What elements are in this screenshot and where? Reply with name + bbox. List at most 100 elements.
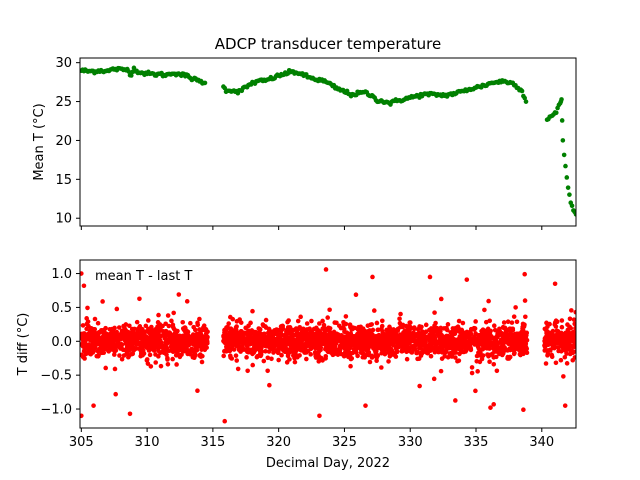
bottom-data-point <box>198 354 204 359</box>
bottom-data-point <box>432 310 437 315</box>
bottom-data-point <box>333 340 339 346</box>
bottom-data-point <box>365 329 370 334</box>
bottom-data-point <box>114 306 120 312</box>
bottom-data-point <box>487 359 492 365</box>
bottom-data-point <box>427 274 433 280</box>
bottom-data-point <box>265 355 271 361</box>
bottom-data-point <box>234 358 240 363</box>
bottom-data-point <box>390 332 396 338</box>
bottom-data-point <box>473 388 478 394</box>
bottom-data-point <box>312 333 317 338</box>
bottom-data-point <box>497 332 502 338</box>
bottom-data-point <box>234 319 240 324</box>
bottom-data-point <box>309 318 314 324</box>
bottom-data-point <box>432 323 437 329</box>
bottom-data-point <box>188 320 193 326</box>
bottom-data-point <box>379 365 384 370</box>
bottom-data-point <box>552 281 558 287</box>
bottom-data-point <box>143 329 148 334</box>
bottom-data-point <box>398 336 404 342</box>
bottom-data-point <box>343 349 349 354</box>
bottom-data-point <box>442 353 448 359</box>
top-y-tick-label: 20 <box>55 134 72 149</box>
bottom-data-point <box>343 321 349 327</box>
bottom-data-point <box>317 321 322 326</box>
bottom-data-point <box>492 347 498 352</box>
bottom-data-point <box>562 354 568 360</box>
bottom-data-point <box>263 317 269 323</box>
bottom-data-point <box>569 308 574 313</box>
bottom-data-point <box>542 326 548 332</box>
bottom-data-point <box>572 335 576 341</box>
bottom-data-point <box>248 341 253 346</box>
bottom-data-point <box>104 335 109 341</box>
bottom-data-point <box>94 353 100 359</box>
bottom-data-point <box>374 355 380 360</box>
bottom-data-point <box>302 350 307 355</box>
bottom-data-point <box>362 341 367 346</box>
bottom-data-point <box>402 334 408 340</box>
bottom-data-point <box>500 324 506 330</box>
bottom-data-point <box>407 324 412 329</box>
bottom-data-point <box>453 398 458 403</box>
bottom-data-point <box>407 349 413 354</box>
bottom-data-point <box>200 340 205 345</box>
bottom-data-point <box>130 351 135 356</box>
bottom-data-point <box>170 322 176 328</box>
bottom-data-point <box>439 350 445 355</box>
bottom-data-point <box>287 349 293 355</box>
bottom-data-point <box>419 324 424 330</box>
bottom-data-point <box>262 341 268 346</box>
bottom-data-point <box>401 347 407 353</box>
bottom-data-point <box>142 333 148 339</box>
bottom-data-point <box>117 353 122 358</box>
bottom-data-point <box>271 340 277 345</box>
bottom-data-point <box>500 341 505 347</box>
bottom-data-point <box>366 350 372 355</box>
bottom-data-point <box>438 296 444 302</box>
bottom-data-point <box>548 348 553 353</box>
bottom-data-point <box>443 348 449 354</box>
bottom-y-tick-label: −0.5 <box>40 369 72 384</box>
bottom-data-point <box>365 346 371 351</box>
bottom-data-point <box>559 349 564 354</box>
bottom-data-point <box>278 331 284 337</box>
bottom-data-point <box>245 368 250 374</box>
bottom-data-point <box>226 346 231 352</box>
bottom-data-point <box>156 348 161 354</box>
bottom-data-point <box>350 338 356 343</box>
bottom-data-point <box>108 333 114 338</box>
bottom-data-point <box>505 354 511 360</box>
bottom-data-point <box>258 347 263 353</box>
bottom-y-ticks: −1.0 −0.5 0.0 0.5 1.0 <box>40 267 80 418</box>
bottom-data-point <box>375 327 381 333</box>
bottom-data-point <box>334 320 339 326</box>
bottom-data-point <box>127 323 132 329</box>
bottom-data-point <box>372 337 378 343</box>
bottom-data-point <box>205 329 210 335</box>
bottom-data-point <box>304 321 310 326</box>
bottom-data-point <box>511 332 516 338</box>
bottom-data-point <box>554 332 560 338</box>
bottom-data-point <box>119 342 125 348</box>
bottom-data-point <box>376 341 382 346</box>
bottom-data-point <box>230 343 236 348</box>
bottom-y-tick-label: 0.0 <box>51 335 72 350</box>
bottom-data-point <box>239 344 244 349</box>
bottom-data-point <box>195 388 200 394</box>
bottom-data-point <box>449 354 455 359</box>
top-axes-frame <box>79 57 577 227</box>
top-data-point <box>126 69 131 74</box>
bottom-data-point <box>325 315 330 320</box>
bottom-data-point <box>112 366 118 372</box>
top-x-ticks <box>80 226 543 230</box>
bottom-data-point <box>168 344 174 350</box>
bottom-data-point <box>84 335 90 341</box>
bottom-data-point <box>115 342 120 347</box>
bottom-data-point <box>147 352 153 358</box>
bottom-data-point <box>249 331 255 337</box>
bottom-data-point <box>395 340 401 346</box>
bottom-data-point <box>505 319 511 325</box>
bottom-data-point <box>281 337 287 342</box>
bottom-data-point <box>252 334 258 340</box>
